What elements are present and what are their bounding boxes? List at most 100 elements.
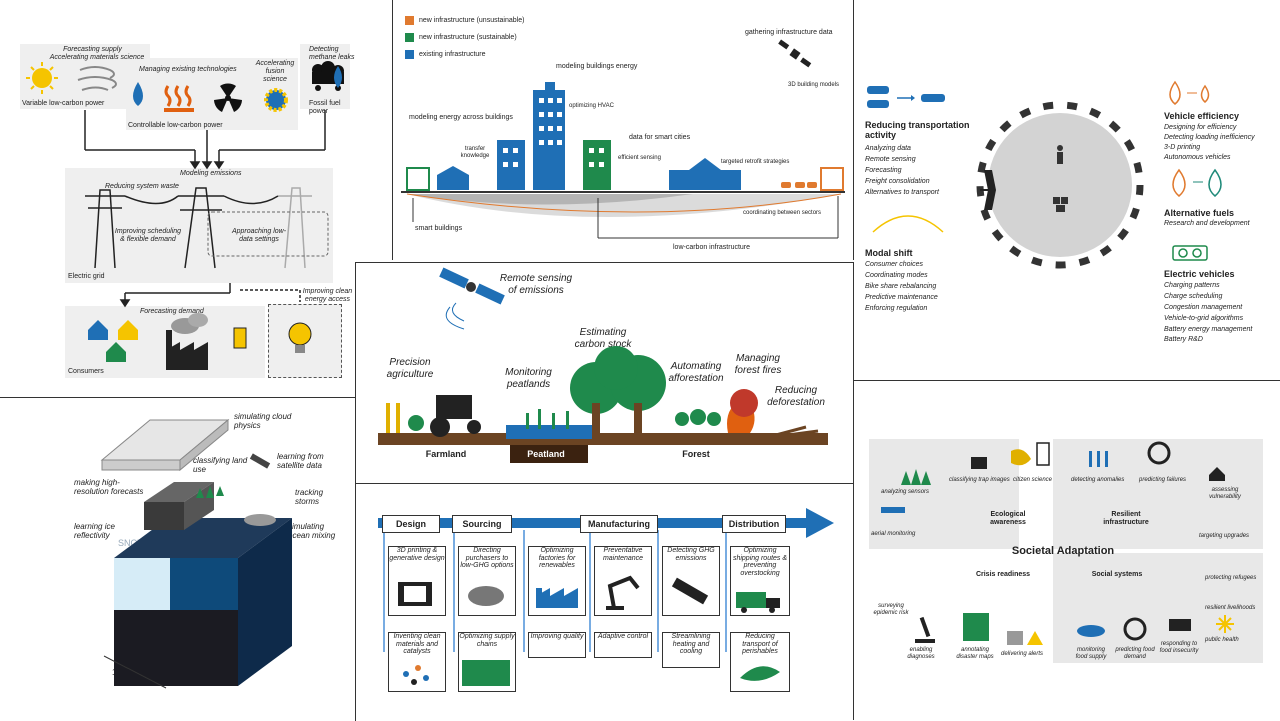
- lightbulb-icon: [288, 322, 312, 353]
- item-food-supply: monitoring food supply: [1075, 647, 1107, 660]
- storm-cloud: [244, 514, 276, 526]
- reducing-deforestation: Reducing deforestation: [767, 385, 825, 408]
- satellite-learning: learning from satellite data: [277, 452, 324, 471]
- top-box-5: Optimizing shipping routes & preventing …: [730, 546, 790, 616]
- consumers-bg: [65, 306, 265, 378]
- small-trees-icon: [675, 409, 721, 426]
- coordinating-sectors: coordinating between sectors: [743, 210, 822, 216]
- resilient-infra: Resilient infrastructure: [1103, 511, 1149, 527]
- electric-grid-label: Electric grid: [68, 273, 105, 280]
- managing-fires: Managing forest fires: [734, 353, 782, 376]
- item-insecurity: responding to food insecurity: [1159, 641, 1199, 654]
- fusion-icon: [264, 88, 288, 112]
- low-data-settings: Approaching low-data settings: [231, 228, 287, 244]
- gas-flame-icon: [334, 66, 342, 88]
- bulb-icon: [1147, 441, 1171, 465]
- bottom-box-4-label: Streamlining heating and cooling: [671, 633, 711, 656]
- bottom-box-1-label: Optimizing supply chains: [459, 633, 515, 648]
- bowl-icon: [1077, 625, 1105, 637]
- stage-manufacturing: Manufacturing: [580, 515, 658, 533]
- big-trees-icon: [570, 346, 666, 433]
- smart-buildings: smart buildings: [415, 225, 463, 232]
- stage-distribution: Distribution: [722, 515, 786, 533]
- modal-item-3: Predictive maintenance: [865, 294, 938, 301]
- item-citizen: citizen science: [1013, 477, 1053, 483]
- reducing-item-4: Alternatives to transport: [865, 189, 939, 196]
- geothermal-icon: [164, 85, 194, 112]
- cloud-physics: simulating cloud physics: [234, 412, 292, 431]
- accelerating-fusion: Accelerating fusion science: [255, 60, 295, 84]
- legend-label-1: new infrastructure (sustainable): [419, 34, 517, 41]
- orange-building: [820, 167, 844, 191]
- camera-icon: [971, 457, 987, 469]
- buildings-graphics: [401, 39, 845, 239]
- industry-panel: Design Sourcing Manufacturing Distributi…: [355, 482, 854, 720]
- adaptation-panel: Societal Adaptation Ecological awareness…: [853, 380, 1280, 721]
- boxes-icon: [1053, 197, 1068, 212]
- high-res-forecasts: making high-resolution forecasts: [74, 478, 144, 497]
- ev-item-3: Vehicle-to-grid algorithms: [1164, 315, 1244, 322]
- transport-panel: Reducing transportation activity Analyzi…: [853, 0, 1280, 380]
- phone-icon: [1036, 442, 1050, 466]
- satellite-icon: [439, 267, 505, 305]
- item-aerial: aerial monitoring: [871, 531, 916, 537]
- forecasting-supply: Forecasting supply: [63, 46, 122, 53]
- bottom-box-5-label: Reducing transport of perishables: [742, 633, 778, 656]
- top-box-5-label: Optimizing shipping routes & preventing …: [732, 547, 788, 578]
- ev-item-4: Battery energy management: [1164, 326, 1253, 333]
- map-icon: [963, 613, 989, 641]
- item-disaster: annotating disaster maps: [956, 647, 994, 660]
- top-box-2: Optimizing factories for renewables: [528, 546, 586, 616]
- ocean-mixing: simulating ocean mixing: [288, 522, 336, 541]
- accelerating-materials: Accelerating materials science: [49, 54, 145, 61]
- gathering-data: gathering infrastructure data: [745, 29, 833, 36]
- modal-arrow: [872, 215, 944, 233]
- top-box-4: Detecting GHG emissions: [662, 546, 720, 616]
- land-use: classifying land use: [193, 456, 248, 475]
- person-icon: [1057, 145, 1063, 164]
- climate-graphics: [100, 418, 292, 689]
- modal-item-2: Bike share rebalancing: [865, 283, 937, 290]
- legend-label-0: new infrastructure (unsustainable): [419, 17, 525, 24]
- alt-title: Alternative fuels: [1164, 208, 1235, 218]
- top-box-0-label: 3D printing & generative design: [389, 547, 445, 562]
- modal-item-0: Consumer choices: [865, 261, 923, 268]
- adaptation-center: Societal Adaptation: [1011, 545, 1115, 557]
- bank-building: [437, 166, 469, 190]
- ecological-awareness: Ecological awareness: [990, 511, 1026, 527]
- ev-item-5: Battery R&D: [1164, 336, 1203, 343]
- crisis-readiness: Crisis readiness: [975, 571, 1031, 578]
- resilient-region: [1053, 439, 1263, 549]
- transport-circle: [988, 113, 1132, 257]
- land-graphics: [378, 267, 828, 445]
- low-carbon-infra: low-carbon infrastructure: [673, 244, 751, 251]
- vehicle-item-1: Detecting loading inefficiency: [1164, 134, 1255, 141]
- logs-icon: [775, 425, 819, 437]
- trees-icon: [901, 469, 931, 485]
- fire-icon: [727, 389, 758, 433]
- item-refugees: protecting refugees: [1205, 575, 1257, 581]
- green-building: [583, 140, 611, 190]
- bottom-box-3: Adaptive control: [594, 632, 652, 658]
- house-icon: [1209, 467, 1225, 481]
- stage-design: Design: [382, 515, 440, 533]
- bottom-box-2: Improving quality: [528, 632, 586, 658]
- reducing-item-2: Forecasting: [865, 167, 902, 174]
- modeling-across: modeling energy across buildings: [409, 114, 513, 121]
- precision-agriculture: Precision agriculture: [386, 357, 434, 380]
- item-sensors: analyzing sensors: [881, 489, 930, 495]
- retrofit-strategies: targeted retrofit strategies: [721, 159, 790, 165]
- clean-energy-access: Improving clean energy access: [302, 288, 353, 304]
- energy-graphics: [26, 61, 344, 370]
- top-box-0: 3D printing & generative design: [388, 546, 446, 616]
- tractor-icon: [430, 395, 481, 437]
- pylons-graphic: [85, 187, 312, 269]
- remote-sensing: Remote sensing of emissions: [499, 273, 573, 296]
- top-box-2-label: Optimizing factories for renewables: [538, 547, 576, 570]
- data-smart-cities: data for smart cities: [629, 134, 691, 141]
- modeling-emissions: Modeling emissions: [180, 170, 242, 177]
- small-green-building: [406, 167, 430, 191]
- item-health: public health: [1205, 637, 1239, 643]
- social-region: [1053, 553, 1263, 663]
- droplet-teal-icon: [1208, 168, 1222, 197]
